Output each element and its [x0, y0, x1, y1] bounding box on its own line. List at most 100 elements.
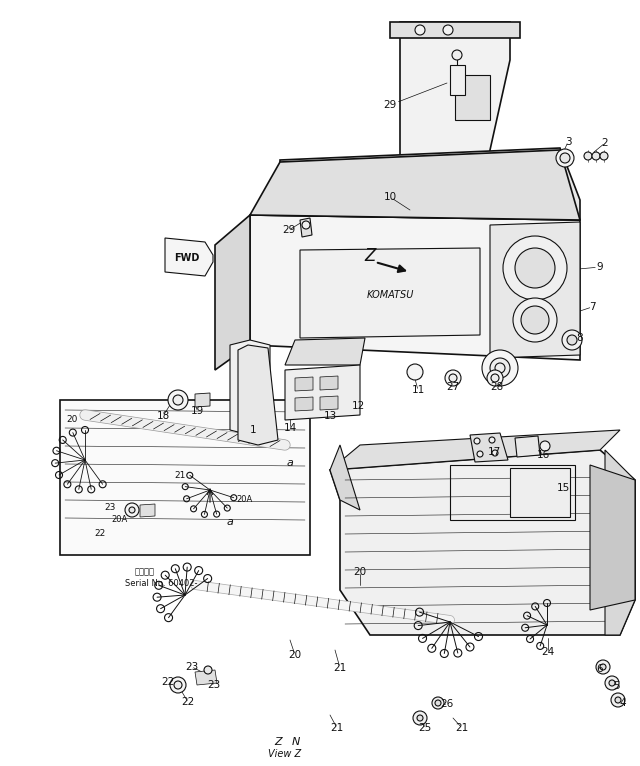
Circle shape [491, 374, 499, 382]
Circle shape [560, 153, 570, 163]
Circle shape [540, 441, 550, 451]
Circle shape [513, 298, 557, 342]
Text: 22: 22 [161, 677, 175, 687]
Polygon shape [450, 65, 465, 95]
Polygon shape [510, 468, 570, 517]
Circle shape [415, 25, 425, 35]
Text: 29: 29 [282, 225, 296, 235]
Text: 12: 12 [351, 401, 365, 411]
Circle shape [556, 149, 574, 167]
Circle shape [407, 364, 423, 380]
Text: a: a [227, 517, 234, 527]
Text: 3: 3 [564, 137, 572, 147]
Text: 23: 23 [207, 680, 221, 690]
Circle shape [174, 681, 182, 689]
Circle shape [567, 335, 577, 345]
Text: 18: 18 [156, 411, 170, 421]
Polygon shape [455, 75, 490, 120]
Circle shape [443, 25, 453, 35]
Text: 21: 21 [330, 723, 344, 733]
Polygon shape [165, 238, 213, 276]
Polygon shape [230, 340, 270, 435]
Circle shape [600, 664, 606, 670]
Polygon shape [195, 670, 217, 685]
Circle shape [474, 438, 480, 444]
Text: 21: 21 [174, 470, 186, 480]
Polygon shape [515, 436, 540, 457]
Polygon shape [330, 450, 635, 635]
Text: 1: 1 [250, 425, 256, 435]
Polygon shape [60, 400, 310, 555]
Circle shape [521, 306, 549, 334]
Circle shape [129, 507, 135, 513]
Polygon shape [330, 430, 620, 470]
Text: 9: 9 [596, 262, 604, 272]
Text: 22: 22 [181, 697, 195, 707]
Polygon shape [285, 365, 360, 420]
Circle shape [489, 437, 495, 443]
Text: 4: 4 [620, 698, 627, 708]
Polygon shape [330, 445, 360, 510]
Text: FWD: FWD [174, 253, 200, 263]
Polygon shape [140, 504, 155, 517]
Polygon shape [300, 248, 480, 338]
Circle shape [445, 370, 461, 386]
Circle shape [503, 236, 567, 300]
Text: 5: 5 [612, 681, 620, 691]
Text: 23: 23 [104, 502, 116, 512]
Circle shape [173, 395, 183, 405]
Text: 24: 24 [541, 647, 555, 657]
Text: 20: 20 [67, 415, 77, 424]
Polygon shape [390, 22, 520, 38]
Text: 20: 20 [289, 650, 301, 660]
Circle shape [482, 350, 518, 386]
Text: 10: 10 [383, 192, 397, 202]
Text: 20A: 20A [237, 496, 253, 505]
Circle shape [170, 677, 186, 693]
Polygon shape [320, 376, 338, 390]
Circle shape [168, 390, 188, 410]
Polygon shape [250, 215, 580, 360]
Text: 25: 25 [419, 723, 431, 733]
Text: 17: 17 [488, 447, 500, 457]
Polygon shape [238, 345, 278, 445]
Circle shape [449, 374, 457, 382]
Text: N: N [292, 737, 300, 747]
Circle shape [490, 358, 510, 378]
Text: 6: 6 [596, 664, 604, 674]
Circle shape [435, 700, 441, 706]
Text: 7: 7 [589, 302, 595, 312]
Polygon shape [490, 222, 580, 358]
Text: 19: 19 [190, 406, 204, 416]
Circle shape [600, 152, 608, 160]
Polygon shape [320, 396, 338, 410]
Circle shape [477, 451, 483, 457]
Text: 8: 8 [577, 333, 583, 343]
Circle shape [125, 503, 139, 517]
Circle shape [204, 666, 212, 674]
Circle shape [302, 221, 310, 229]
Circle shape [515, 248, 555, 288]
Text: 21: 21 [333, 663, 347, 673]
Circle shape [413, 711, 427, 725]
Polygon shape [215, 215, 250, 370]
Text: 20A: 20A [112, 516, 128, 525]
Circle shape [592, 152, 600, 160]
Polygon shape [195, 393, 210, 407]
Text: View Z: View Z [268, 749, 301, 759]
Text: 13: 13 [323, 411, 337, 421]
Circle shape [432, 697, 444, 709]
Text: 16: 16 [536, 450, 550, 460]
Text: Serial No. 60402-: Serial No. 60402- [125, 580, 198, 588]
Polygon shape [470, 433, 508, 462]
Text: 23: 23 [186, 662, 198, 672]
Circle shape [596, 660, 610, 674]
Polygon shape [250, 148, 580, 220]
Circle shape [562, 330, 582, 350]
Text: Z: Z [274, 737, 282, 747]
Circle shape [492, 450, 498, 456]
Circle shape [584, 152, 592, 160]
Circle shape [611, 693, 625, 707]
Text: a: a [287, 458, 293, 468]
Circle shape [487, 370, 503, 386]
